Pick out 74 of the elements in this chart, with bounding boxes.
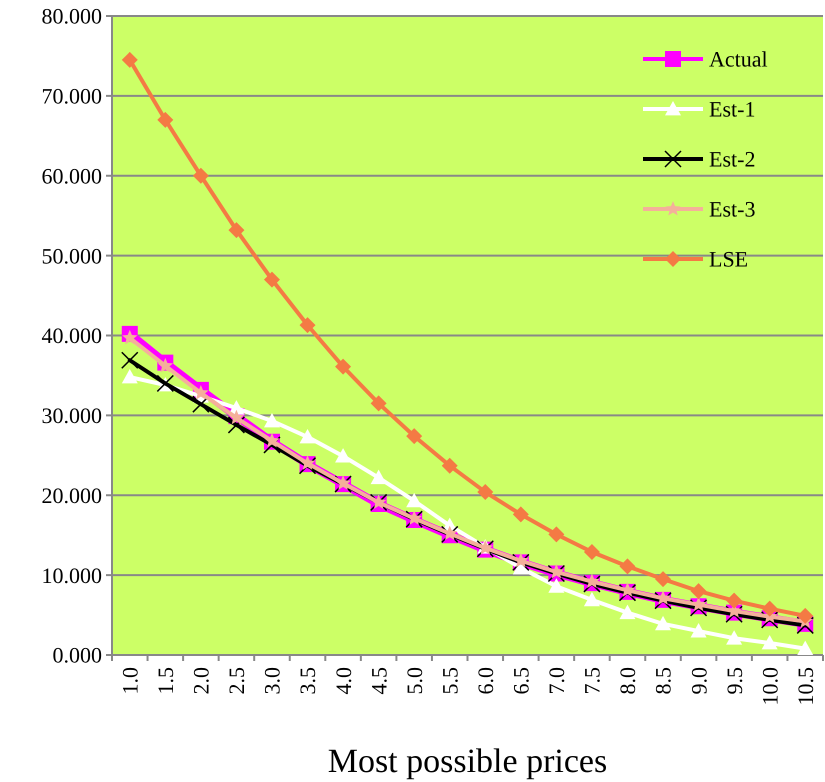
point [512, 506, 529, 522]
point [797, 640, 814, 656]
x-tick-label: 10.0 [757, 667, 782, 706]
point [122, 52, 138, 68]
point [157, 112, 174, 128]
point [370, 395, 387, 412]
x-tick-label: 8.0 [615, 667, 640, 694]
point [335, 358, 352, 375]
point [477, 484, 494, 500]
point [797, 608, 814, 624]
x-tick-label: 7.0 [544, 667, 570, 694]
point [264, 272, 280, 288]
point [548, 578, 564, 593]
x-tick-label: 6.0 [472, 667, 498, 694]
point [619, 558, 636, 574]
x-tick-label: 10.5 [792, 667, 818, 706]
x-tick-label: 8.5 [650, 667, 676, 694]
point [655, 616, 672, 630]
x-tick-label: 3.0 [260, 667, 285, 694]
x-tick-label: 4.5 [366, 667, 392, 694]
y-tick-label: 70.000 [42, 84, 102, 109]
y-tick-label: 40.000 [42, 323, 102, 348]
point [726, 592, 742, 609]
point [264, 412, 280, 428]
legend-label: Est-3 [709, 196, 756, 222]
x-tick-label: 5.0 [402, 667, 427, 694]
point [158, 358, 173, 372]
point [548, 526, 564, 542]
point [300, 317, 316, 334]
point [300, 428, 316, 444]
legend-label: Actual [709, 46, 768, 72]
x-tick-label: 1.0 [117, 667, 142, 694]
point [370, 470, 387, 484]
point [193, 385, 208, 400]
x-axis-title: Most possible prices [328, 743, 608, 780]
legend-label: Est-1 [709, 96, 756, 122]
x-tick-label: 5.5 [437, 667, 462, 694]
point [228, 416, 246, 434]
point [192, 395, 210, 413]
y-tick-label: 80.000 [42, 4, 102, 29]
y-tick-label: 0.000 [52, 642, 102, 668]
x-tick-label: 9.0 [686, 667, 712, 694]
point [584, 544, 600, 560]
point [619, 604, 636, 620]
x-tick-label: 6.5 [508, 667, 534, 694]
x-tick-label: 2.5 [224, 667, 250, 694]
point [335, 448, 352, 463]
x-tick-label: 3.5 [295, 667, 320, 694]
y-tick-label: 50.000 [42, 243, 102, 268]
legend-label: Est-2 [709, 146, 756, 172]
y-tick-label: 60.000 [42, 163, 102, 188]
x-tick-label: 7.5 [580, 667, 605, 694]
x-tick-label: 2.0 [188, 667, 214, 694]
x-tick-label: 1.5 [153, 667, 178, 694]
point [726, 630, 742, 645]
point [584, 592, 600, 606]
point [192, 168, 209, 184]
point [121, 352, 139, 370]
point [406, 428, 422, 444]
legend-label: LSE [709, 246, 748, 272]
point [442, 458, 458, 474]
point [228, 222, 244, 238]
point [655, 571, 672, 588]
x-tick-label: 4.0 [330, 667, 356, 694]
y-tick-label: 20.000 [42, 482, 102, 508]
point [762, 635, 778, 650]
point [263, 436, 281, 454]
point [122, 369, 138, 384]
x-tick-label: 9.5 [722, 667, 747, 694]
y-tick-label: 30.000 [42, 403, 102, 428]
y-tick-label: 10.000 [42, 562, 102, 588]
point [690, 623, 707, 638]
point [122, 330, 138, 344]
point [690, 583, 707, 600]
